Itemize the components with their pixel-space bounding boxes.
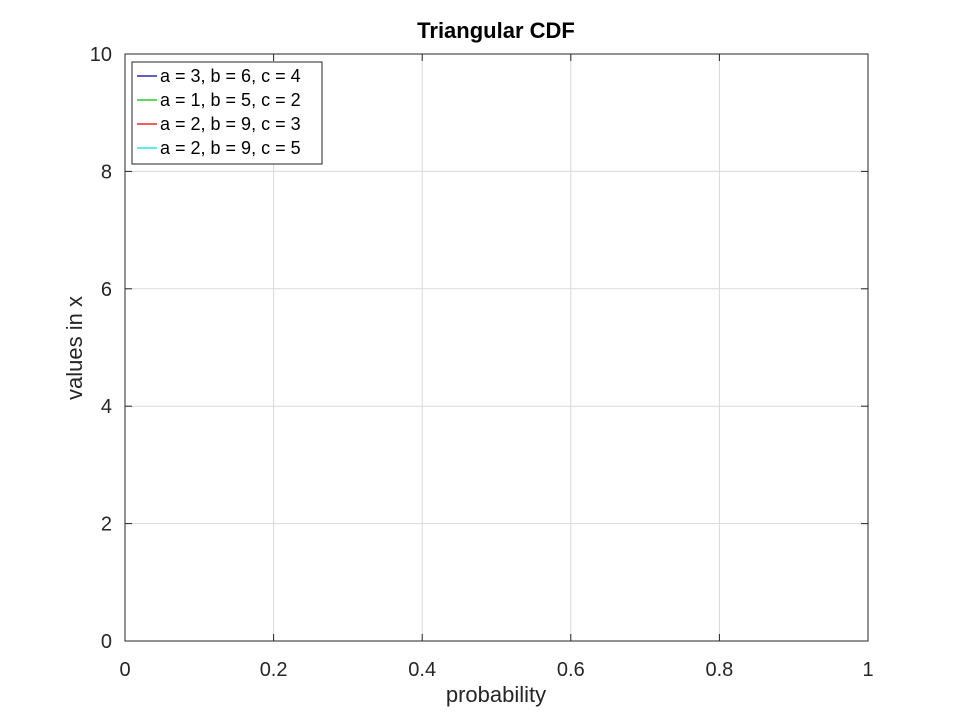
x-axis-label: probability [446, 682, 546, 707]
x-tick-label: 0.4 [408, 659, 436, 681]
y-tick-label: 6 [101, 279, 112, 301]
y-tick-label: 4 [101, 396, 112, 418]
legend-label: a = 1, b = 5, c = 2 [160, 90, 301, 110]
legend-label: a = 3, b = 6, c = 4 [160, 66, 301, 86]
chart-title: Triangular CDF [417, 18, 575, 43]
legend-box [131, 61, 323, 165]
x-tick-label: 0.2 [260, 659, 288, 681]
x-tick-label: 1 [862, 659, 873, 681]
legend-label: a = 2, b = 9, c = 3 [160, 114, 301, 134]
y-tick-label: 2 [101, 514, 112, 536]
y-tick-label: 0 [101, 631, 112, 653]
plot-area [124, 53, 869, 642]
y-tick-label: 8 [101, 161, 112, 183]
y-tick-label: 10 [90, 44, 112, 66]
y-axis-label: values in x [62, 296, 87, 400]
legend-label: a = 2, b = 9, c = 5 [160, 138, 301, 158]
x-tick-label: 0.8 [705, 659, 733, 681]
x-tick-label: 0 [119, 659, 130, 681]
x-tick-label: 0.6 [557, 659, 585, 681]
legend: a = 3, b = 6, c = 4 a = 1, b = 5, c = 2 a … [131, 61, 323, 165]
